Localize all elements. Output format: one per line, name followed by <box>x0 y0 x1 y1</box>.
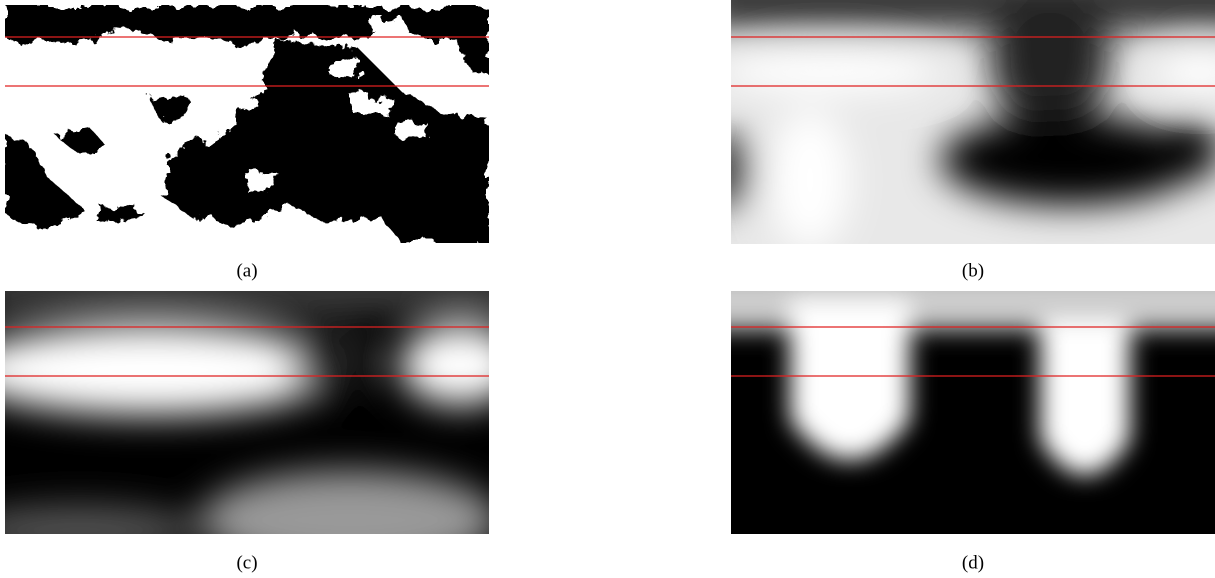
caption: (b) <box>962 260 984 281</box>
panel-c-image <box>0 270 520 570</box>
caption: (d) <box>962 552 984 573</box>
panel-d-image <box>700 270 1215 534</box>
caption: (a) <box>236 260 257 281</box>
panel-a-image <box>5 5 489 243</box>
page: (a) (b) (c) <box>0 0 1215 578</box>
figure: (a) (b) (c) <box>0 0 1215 578</box>
caption: (c) <box>236 552 257 573</box>
